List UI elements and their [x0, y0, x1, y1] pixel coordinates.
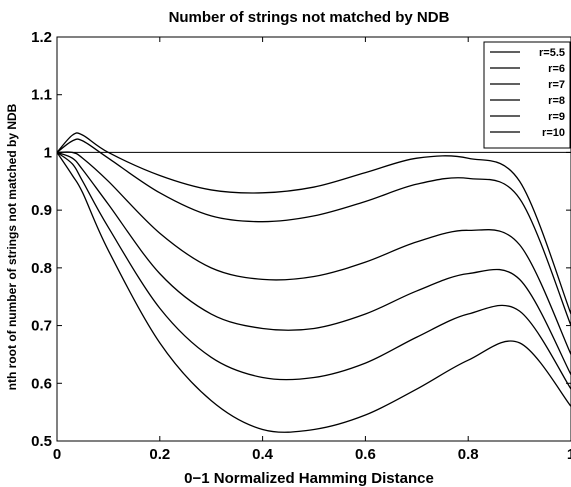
legend-label: r=8: [548, 95, 565, 107]
x-axis-label: 0−1 Normalized Hamming Distance: [184, 470, 434, 487]
series-line-r-10: [56, 152, 571, 433]
y-axis-label: nth root of number of strings not matche…: [5, 103, 19, 390]
x-tick-label: 0.4: [252, 446, 274, 463]
series-line-r-6: [56, 138, 571, 326]
x-tick-label: 0.2: [149, 446, 170, 463]
chart-title: Number of strings not matched by NDB: [169, 9, 450, 26]
legend-label: r=7: [548, 79, 565, 91]
series-line-r-7: [56, 151, 571, 355]
y-tick-label: 0.5: [31, 433, 52, 450]
x-tick-label: 0: [53, 446, 61, 463]
y-tick-label: 1.2: [31, 29, 52, 46]
x-tick-label: 0.6: [355, 446, 376, 463]
legend-label: r=5.5: [539, 47, 565, 59]
legend-box: [483, 41, 571, 149]
legend-label: r=10: [542, 127, 565, 139]
y-tick-label: 0.6: [31, 375, 52, 392]
y-tick-label: 1: [44, 144, 52, 161]
y-tick-label: 0.7: [31, 318, 52, 335]
y-tick-label: 0.9: [31, 202, 52, 219]
series-line-r-5-5: [56, 132, 571, 315]
legend-label: r=6: [548, 63, 565, 75]
x-tick-label: 0.8: [458, 446, 479, 463]
series-line-r-9: [56, 151, 571, 390]
series-line-r-8: [56, 151, 571, 375]
y-tick-label: 1.1: [31, 87, 52, 104]
y-tick-label: 0.8: [31, 260, 52, 277]
x-tick-label: 1: [567, 446, 571, 463]
legend-label: r=9: [548, 111, 565, 123]
axes-frame: [56, 36, 571, 442]
plot-area: 0 0.2 0.4 0.6 0.8 1 0.5 0.6 0.7 0.8 0.9 1 1.1 1.2 r=5.…: [31, 29, 571, 463]
